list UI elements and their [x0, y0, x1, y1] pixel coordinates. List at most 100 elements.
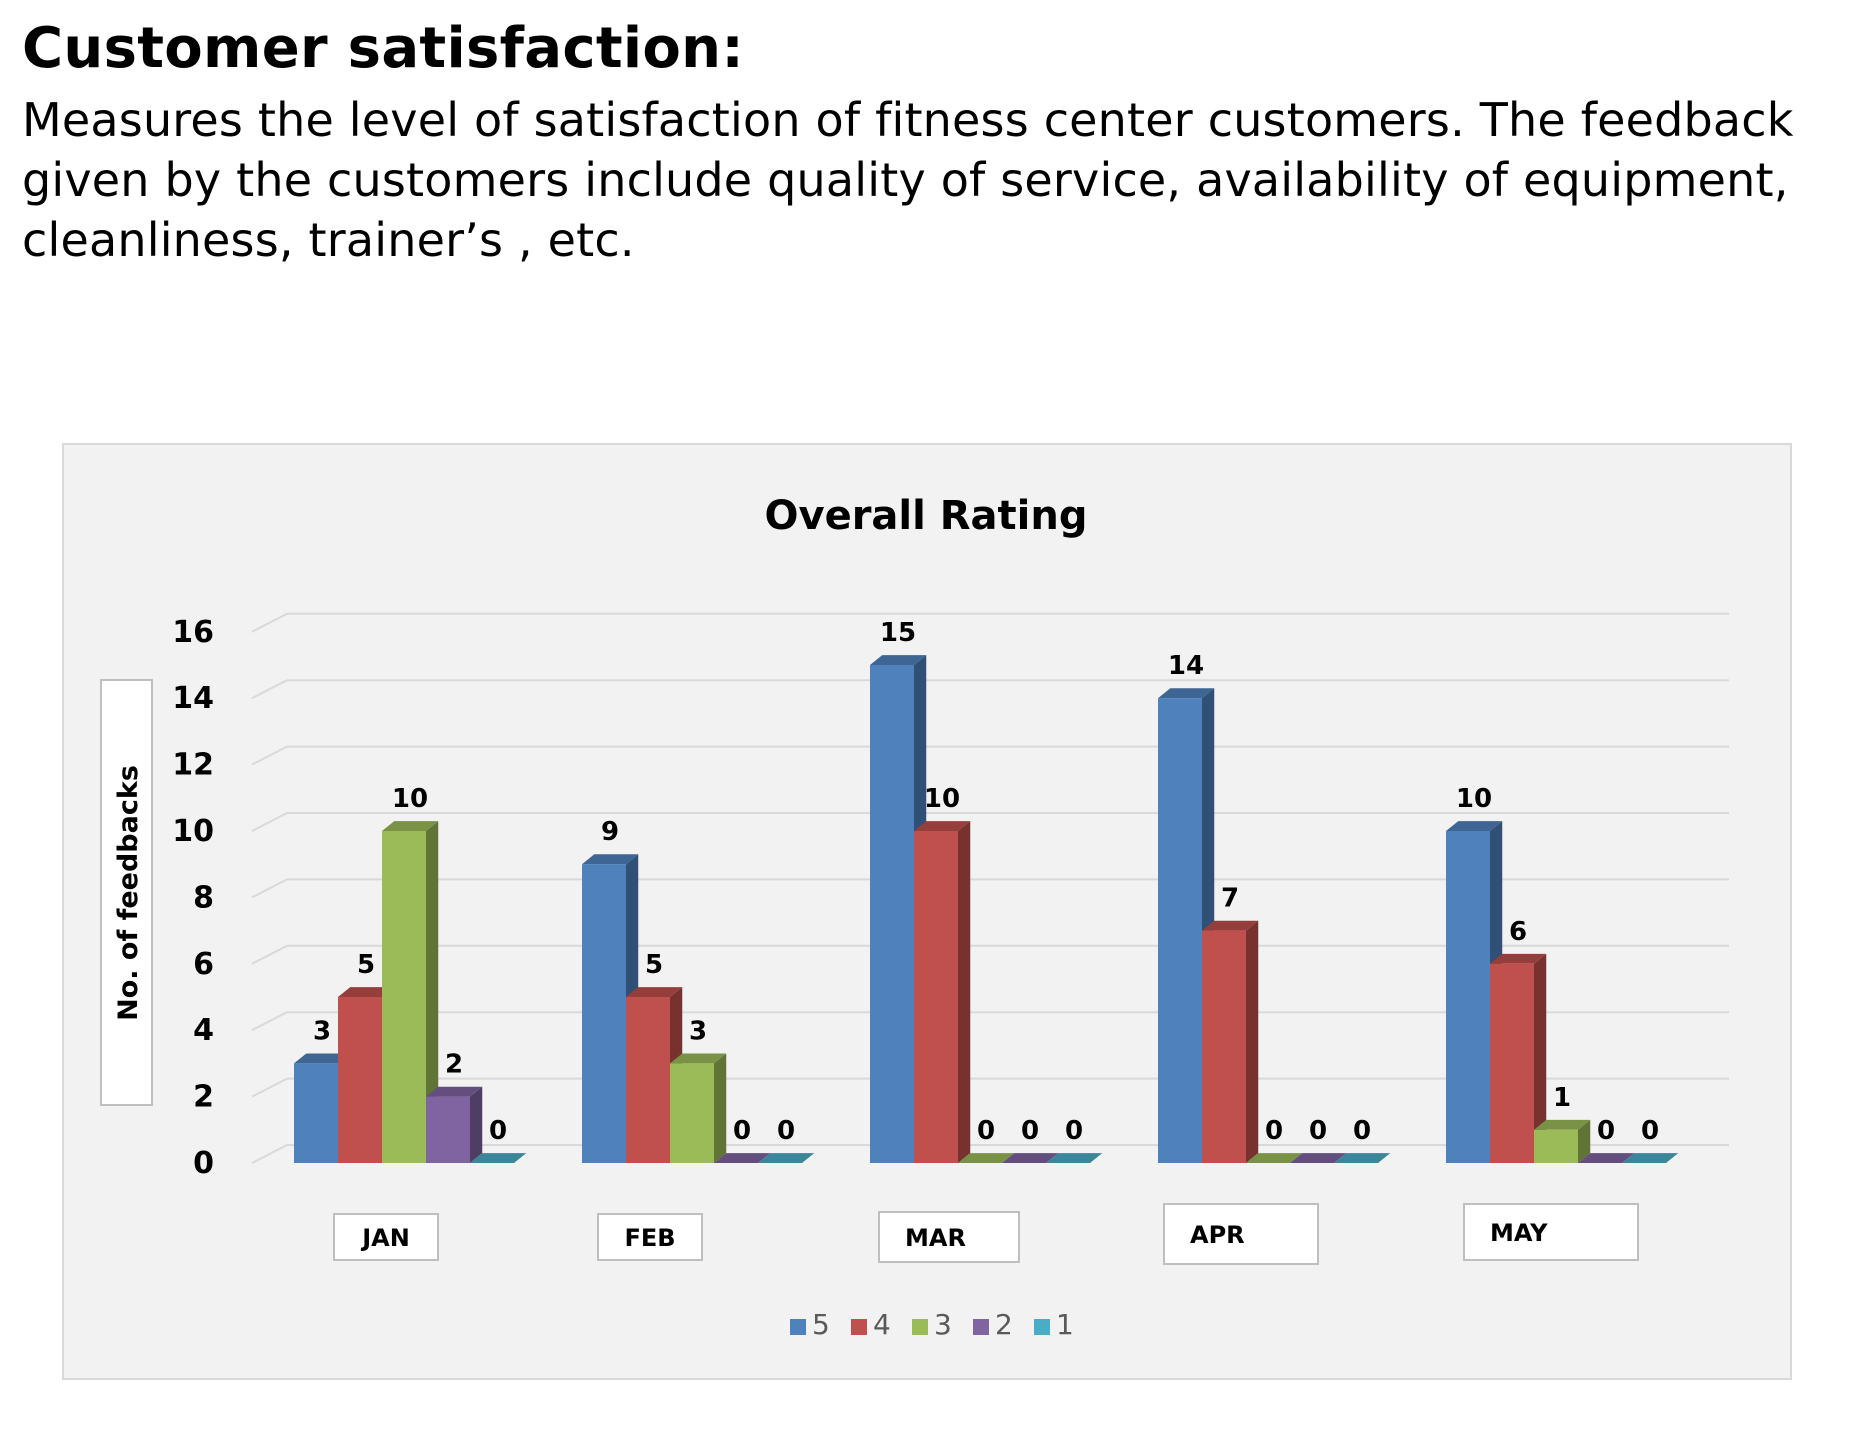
bar-front	[1446, 831, 1490, 1163]
bar-mar-rating-1	[1046, 1153, 1103, 1163]
data-label: 0	[1353, 1116, 1371, 1146]
legend-swatch-1	[1034, 1319, 1050, 1335]
data-label: 10	[392, 784, 428, 814]
bar-may-rating-2	[1578, 1153, 1635, 1163]
bar-side	[1534, 953, 1547, 1163]
legend-label-2: 2	[995, 1308, 1013, 1341]
bar-side	[426, 821, 439, 1163]
gridline-depth	[251, 1077, 288, 1098]
data-label: 5	[357, 950, 375, 980]
data-label: 1	[1553, 1083, 1571, 1113]
bar-top	[758, 1153, 815, 1163]
bar-front	[1490, 963, 1534, 1163]
bar-front	[626, 997, 670, 1163]
category-label-box	[333, 1213, 439, 1261]
bar-top	[582, 854, 639, 865]
category-label-may: MAY	[1490, 1219, 1548, 1247]
data-label: 0	[1309, 1116, 1327, 1146]
category-label-box	[1163, 1203, 1319, 1265]
bar-top	[1290, 1153, 1347, 1163]
data-label: 14	[1168, 651, 1204, 681]
gridline-depth	[251, 1011, 288, 1032]
gridline-depth	[251, 944, 288, 965]
gridline-depth	[251, 1144, 288, 1164]
bar-apr-rating-2	[1290, 1153, 1347, 1163]
y-axis-label-box	[100, 679, 153, 1106]
bar-feb-rating-1	[758, 1153, 815, 1163]
data-label: 7	[1221, 884, 1239, 914]
legend-swatch-5	[790, 1319, 806, 1335]
page-description: Measures the level of satisfaction of fi…	[22, 93, 1794, 267]
page-heading: Customer satisfaction:	[22, 16, 745, 81]
category-label-jan: JAN	[360, 1224, 410, 1252]
bar-top	[1246, 1153, 1303, 1163]
data-label: 0	[977, 1116, 995, 1146]
bar-may-rating-4	[1490, 953, 1547, 1163]
bar-front	[338, 997, 382, 1163]
bar-top	[1578, 1153, 1635, 1163]
bar-top	[294, 1053, 351, 1064]
data-label: 10	[924, 784, 960, 814]
bar-front	[914, 831, 958, 1163]
y-tick-label: 0	[193, 1146, 214, 1181]
chart-panel: Overall Rating No. of feedbacks 0 2 4 6 8 10 1…	[62, 443, 1792, 1380]
data-label: 0	[1597, 1116, 1615, 1146]
y-axis-label: No. of feedbacks	[113, 765, 144, 1021]
legend-label-1: 1	[1056, 1308, 1074, 1341]
bar-jan-rating-2	[426, 1086, 483, 1163]
category-label-box	[878, 1211, 1020, 1263]
category-label-box	[1463, 1203, 1639, 1261]
y-tick-label: 16	[172, 615, 214, 650]
data-label: 0	[1265, 1116, 1283, 1146]
legend-swatch-3	[912, 1319, 928, 1335]
bar-feb-rating-3	[670, 1053, 727, 1163]
bar-top	[1534, 1119, 1591, 1130]
bar-front	[670, 1063, 714, 1163]
category-label-box	[597, 1213, 703, 1261]
bar-top	[1158, 688, 1215, 699]
bar-jan-rating-1	[470, 1153, 527, 1163]
bar-front	[1534, 1129, 1578, 1163]
category-label-feb: FEB	[624, 1224, 675, 1252]
data-label: 10	[1456, 784, 1492, 814]
bar-apr-rating-4	[1202, 920, 1259, 1163]
bar-top	[670, 1053, 727, 1064]
data-label: 2	[445, 1050, 463, 1080]
bar-top	[714, 1153, 771, 1163]
data-label: 6	[1509, 917, 1527, 947]
legend-label-3: 3	[934, 1308, 952, 1341]
bar-side	[1246, 920, 1259, 1163]
bar-front	[294, 1063, 338, 1163]
bar-top	[1046, 1153, 1103, 1163]
bar-side	[958, 821, 971, 1163]
data-label: 0	[1021, 1116, 1039, 1146]
data-label: 0	[1065, 1116, 1083, 1146]
bar-top	[914, 821, 971, 831]
gridline-depth	[251, 679, 288, 700]
bar-jan-rating-3	[382, 821, 439, 1163]
y-tick-label: 14	[172, 681, 214, 716]
bar-may-rating-1	[1622, 1153, 1679, 1163]
bar-front	[870, 665, 914, 1163]
data-label: 3	[313, 1016, 331, 1046]
bar-front	[382, 831, 426, 1163]
data-label: 15	[880, 618, 916, 648]
gridline-depth	[251, 878, 288, 899]
bar-top	[1334, 1153, 1391, 1163]
category-label-mar: MAR	[905, 1224, 966, 1252]
bar-feb-rating-5	[582, 854, 639, 1163]
bar-front	[426, 1096, 470, 1163]
bar-may-rating-3	[1534, 1119, 1591, 1163]
bar-top	[1002, 1153, 1059, 1163]
bar-top	[1202, 920, 1259, 931]
bar-top	[1622, 1153, 1679, 1163]
y-tick-label: 10	[172, 814, 214, 849]
bar-apr-rating-3	[1246, 1153, 1303, 1163]
data-label: 0	[1641, 1116, 1659, 1146]
bar-apr-rating-5	[1158, 688, 1215, 1163]
bar-top	[426, 1086, 483, 1097]
data-label: 3	[689, 1016, 707, 1046]
legend-label-5: 5	[812, 1308, 830, 1341]
bar-front	[582, 864, 626, 1163]
bar-top	[470, 1153, 527, 1163]
